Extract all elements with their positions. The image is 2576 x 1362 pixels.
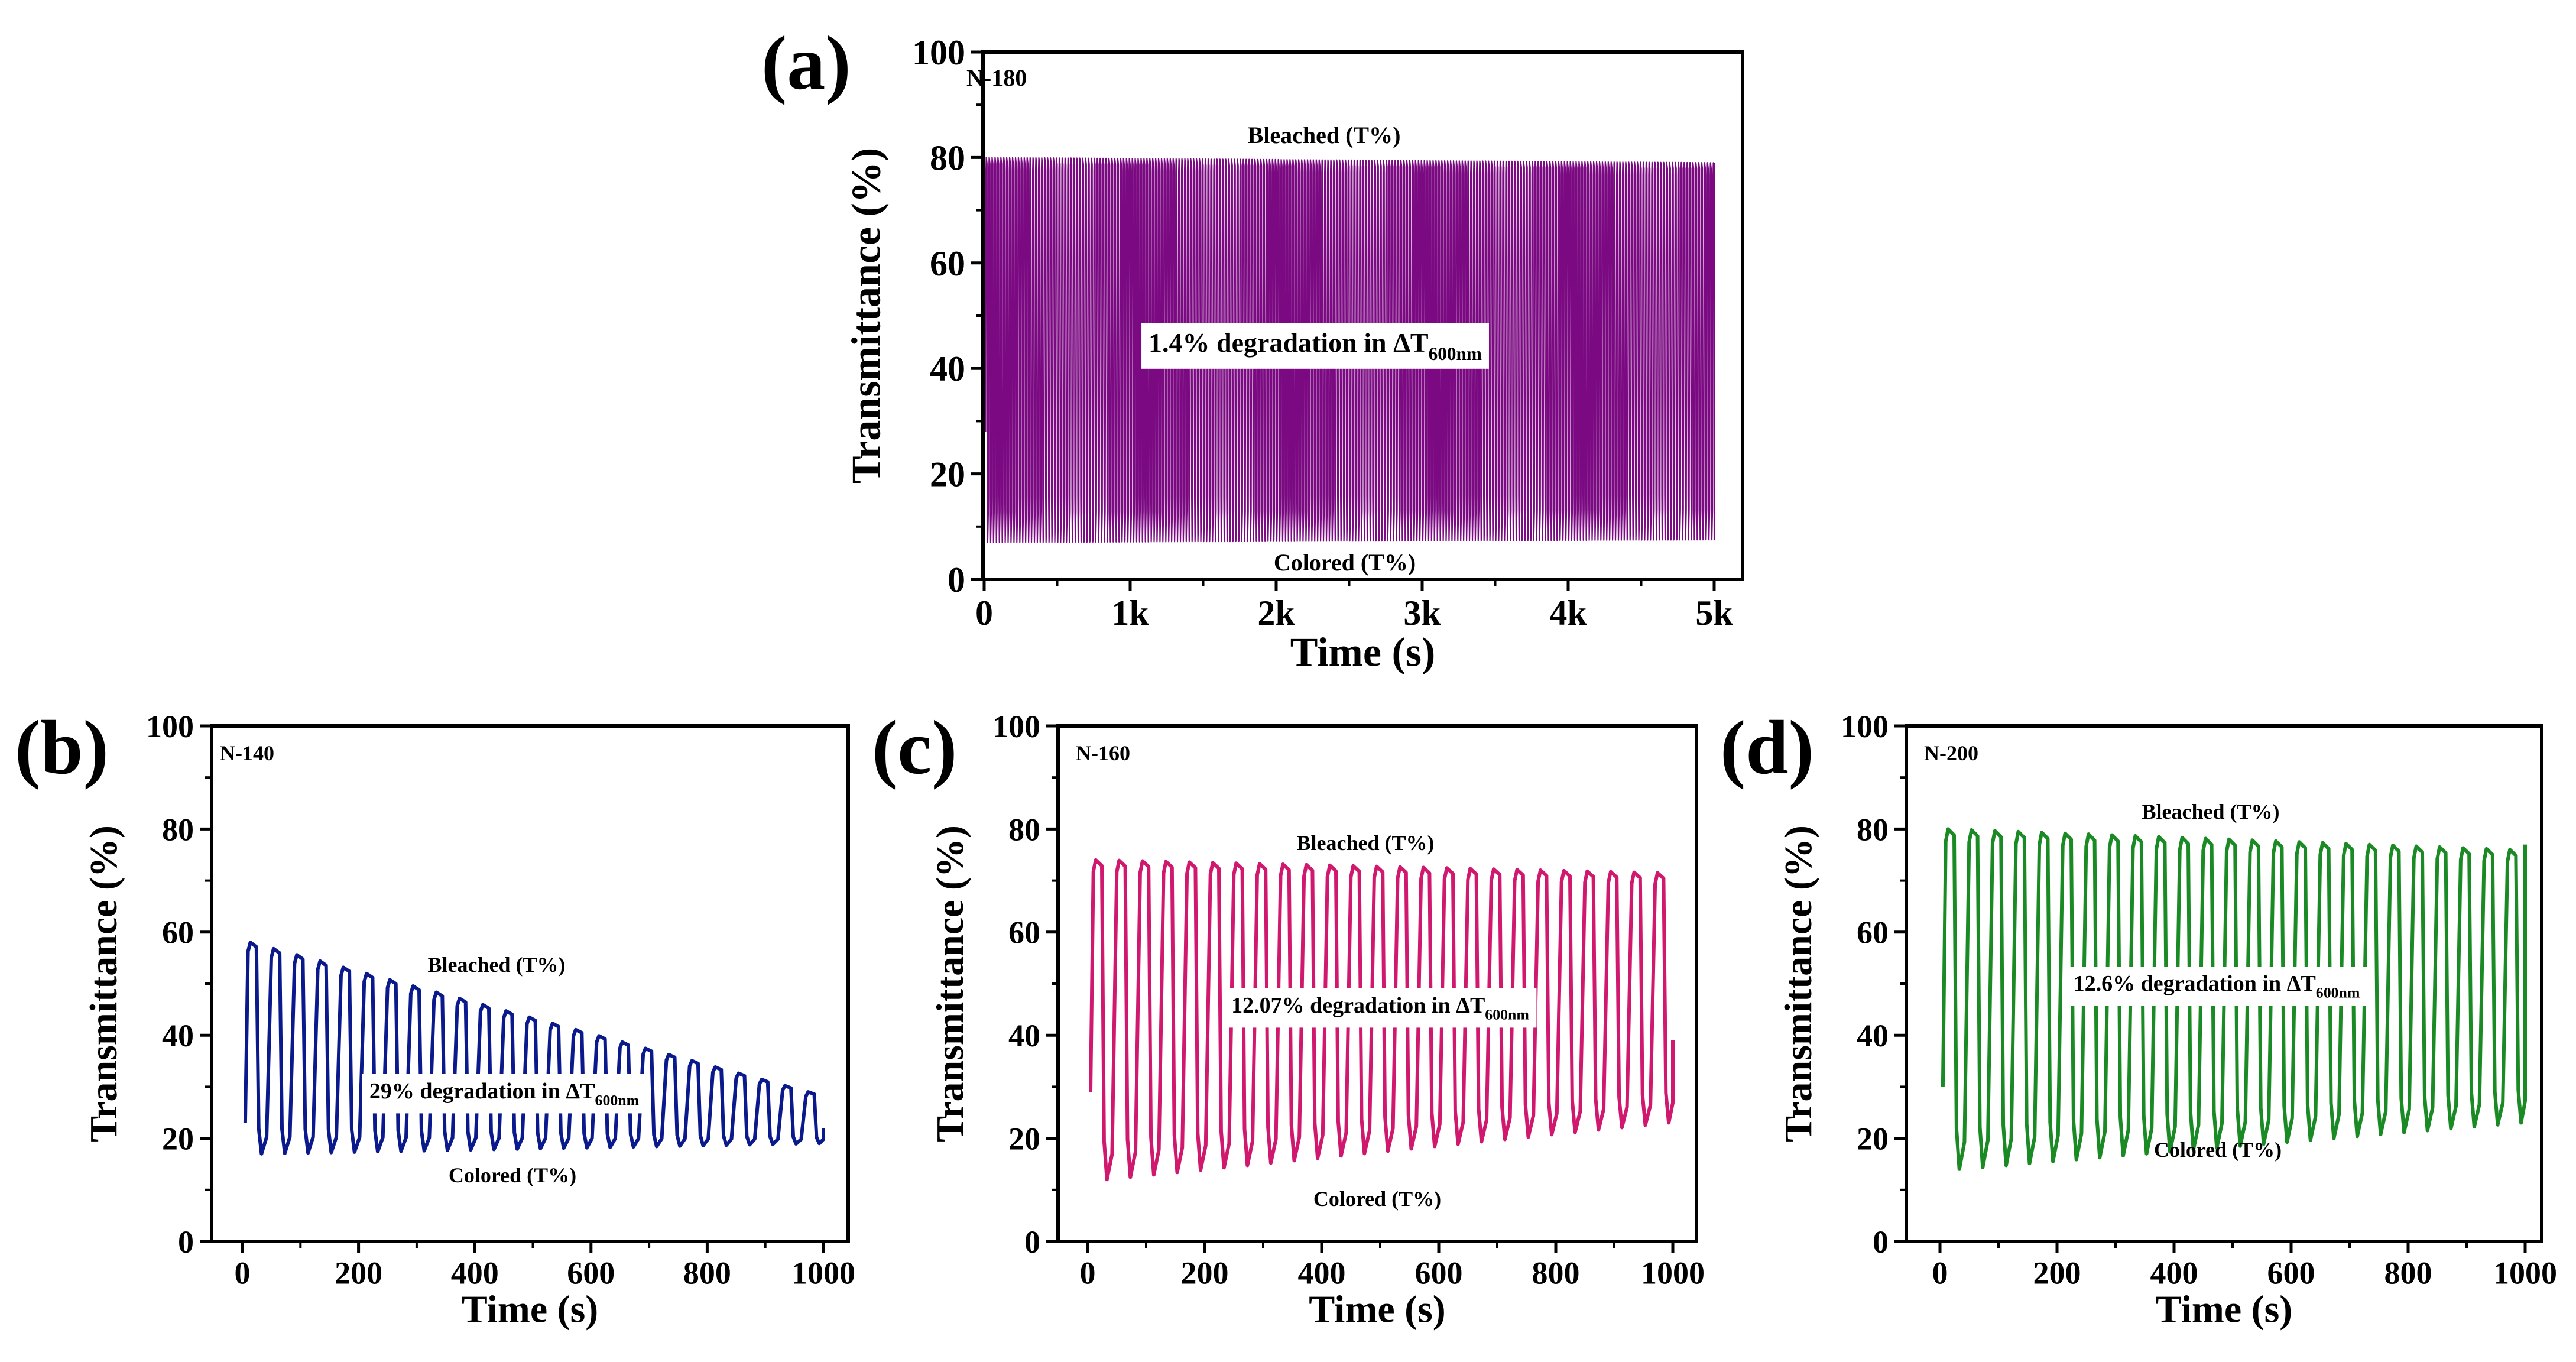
x-tick-label-c-1000: 1000 bbox=[1641, 1255, 1705, 1290]
y-tick-label-d-0: 0 bbox=[1873, 1224, 1889, 1260]
degradation-label-c: 12.07% degradation in ΔT600nm bbox=[1224, 988, 1537, 1028]
y-tick-label-d-40: 40 bbox=[1857, 1018, 1889, 1053]
x-tick-label-b-600: 600 bbox=[567, 1255, 615, 1290]
bleached-label-a: Bleached (T%) bbox=[1248, 122, 1401, 148]
y-tick-label-a-100: 100 bbox=[912, 33, 965, 72]
svg-text:12.07% degradation in ΔT600nm: 12.07% degradation in ΔT600nm bbox=[1231, 993, 1529, 1023]
x-tick-label-a-3000: 3k bbox=[1403, 594, 1441, 633]
y-tick-label-b-40: 40 bbox=[162, 1018, 194, 1053]
y-tick-label-b-20: 20 bbox=[162, 1121, 194, 1157]
degradation-subscript-a: 600nm bbox=[1429, 343, 1482, 364]
x-tick-label-d-800: 800 bbox=[2384, 1255, 2432, 1290]
svg-text:1.4% degradation in ΔT600nm: 1.4% degradation in ΔT600nm bbox=[1149, 327, 1482, 364]
x-tick-label-d-600: 600 bbox=[2267, 1255, 2315, 1290]
x-tick-label-c-0: 0 bbox=[1080, 1255, 1096, 1290]
colored-label-a: Colored (T%) bbox=[1274, 549, 1416, 576]
y-tick-label-a-40: 40 bbox=[930, 349, 965, 388]
bleached-label-d: Bleached (T%) bbox=[2142, 800, 2280, 823]
x-tick-label-b-1000: 1000 bbox=[791, 1255, 855, 1290]
svg-text:12.6% degradation in ΔT600nm: 12.6% degradation in ΔT600nm bbox=[2074, 971, 2360, 1001]
y-tick-label-b-60: 60 bbox=[162, 915, 194, 951]
y-tick-label-c-0: 0 bbox=[1024, 1224, 1040, 1260]
y-tick-label-a-60: 60 bbox=[930, 244, 965, 283]
sample-label-b: N-140 bbox=[220, 741, 274, 765]
x-tick-label-a-4000: 4k bbox=[1549, 594, 1587, 633]
x-tick-label-b-800: 800 bbox=[683, 1255, 731, 1290]
degradation-text-b: 29% degradation in ΔT bbox=[369, 1079, 595, 1104]
y-tick-label-c-20: 20 bbox=[1008, 1121, 1040, 1157]
bleached-label-c: Bleached (T%) bbox=[1297, 831, 1435, 855]
degradation-label-b: 29% degradation in ΔT600nm bbox=[362, 1074, 647, 1114]
x-tick-label-d-1000: 1000 bbox=[2493, 1255, 2557, 1290]
degradation-subscript-b: 600nm bbox=[595, 1091, 640, 1108]
y-axis-title-a: Transmittance (%) bbox=[844, 148, 890, 484]
y-tick-label-d-60: 60 bbox=[1857, 915, 1889, 951]
y-tick-label-b-100: 100 bbox=[146, 709, 194, 744]
y-tick-label-c-60: 60 bbox=[1008, 915, 1040, 951]
colored-label-d: Colored (T%) bbox=[2154, 1138, 2282, 1162]
panel-label-d: (d) bbox=[1720, 705, 1814, 790]
sample-label-d: N-200 bbox=[1924, 741, 1978, 765]
y-axis-title-c: Transmittance (%) bbox=[929, 825, 972, 1142]
x-tick-label-a-0: 0 bbox=[975, 594, 993, 633]
y-tick-label-a-0: 0 bbox=[948, 560, 965, 599]
x-tick-label-b-0: 0 bbox=[235, 1255, 251, 1290]
degradation-label-a: 1.4% degradation in ΔT600nm bbox=[1141, 323, 1489, 369]
y-tick-label-c-80: 80 bbox=[1008, 812, 1040, 847]
y-tick-label-d-100: 100 bbox=[1841, 709, 1889, 744]
x-axis-title-c: Time (s) bbox=[1309, 1288, 1446, 1331]
y-axis-title-d: Transmittance (%) bbox=[1777, 825, 1820, 1142]
x-tick-label-c-400: 400 bbox=[1298, 1255, 1346, 1290]
x-tick-label-c-600: 600 bbox=[1415, 1255, 1463, 1290]
x-tick-label-d-400: 400 bbox=[2150, 1255, 2198, 1290]
y-tick-label-a-20: 20 bbox=[930, 455, 965, 494]
x-tick-label-a-2000: 2k bbox=[1257, 594, 1295, 633]
x-tick-label-a-5000: 5k bbox=[1695, 594, 1733, 633]
svg-text:29% degradation in ΔT600nm: 29% degradation in ΔT600nm bbox=[369, 1079, 640, 1108]
x-tick-label-d-0: 0 bbox=[1932, 1255, 1948, 1290]
colored-label-c: Colored (T%) bbox=[1313, 1187, 1441, 1211]
y-tick-label-b-0: 0 bbox=[178, 1224, 194, 1260]
y-tick-label-c-40: 40 bbox=[1008, 1018, 1040, 1053]
sample-label-a: N-180 bbox=[966, 64, 1027, 91]
x-tick-label-a-1000: 1k bbox=[1111, 594, 1149, 633]
degradation-label-d: 12.6% degradation in ΔT600nm bbox=[2066, 967, 2367, 1006]
y-tick-label-d-20: 20 bbox=[1857, 1121, 1889, 1157]
x-axis-title-a: Time (s) bbox=[1290, 630, 1436, 676]
panel-label-b: (b) bbox=[15, 705, 109, 790]
x-axis-title-b: Time (s) bbox=[462, 1288, 599, 1331]
y-axis-title-b: Transmittance (%) bbox=[82, 825, 125, 1142]
bleached-label-b: Bleached (T%) bbox=[428, 953, 566, 977]
y-tick-label-d-80: 80 bbox=[1857, 812, 1889, 847]
degradation-subscript-d: 600nm bbox=[2316, 984, 2360, 1001]
colored-label-b: Colored (T%) bbox=[449, 1163, 576, 1187]
degradation-text-d: 12.6% degradation in ΔT bbox=[2074, 971, 2316, 996]
x-axis-title-d: Time (s) bbox=[2156, 1288, 2293, 1331]
sample-label-c: N-160 bbox=[1076, 741, 1130, 765]
y-tick-label-a-80: 80 bbox=[930, 138, 965, 177]
panel-label-a: (a) bbox=[761, 21, 851, 106]
degradation-text-c: 12.07% degradation in ΔT bbox=[1231, 993, 1485, 1018]
y-tick-label-b-80: 80 bbox=[162, 812, 194, 847]
panel-a: (a) 0 20 40 60 80 100 0 1k 2k 3k 4k 5k Time (s) Transm… bbox=[761, 21, 1744, 676]
x-tick-label-d-200: 200 bbox=[2033, 1255, 2081, 1290]
degradation-subscript-c: 600nm bbox=[1485, 1006, 1529, 1023]
x-tick-label-c-800: 800 bbox=[1532, 1255, 1580, 1290]
x-tick-label-c-200: 200 bbox=[1181, 1255, 1229, 1290]
degradation-text-a: 1.4% degradation in ΔT bbox=[1149, 327, 1429, 358]
x-tick-label-b-400: 400 bbox=[451, 1255, 499, 1290]
y-tick-label-c-100: 100 bbox=[992, 709, 1040, 744]
panel-label-c: (c) bbox=[872, 705, 957, 790]
x-tick-label-b-200: 200 bbox=[335, 1255, 382, 1290]
